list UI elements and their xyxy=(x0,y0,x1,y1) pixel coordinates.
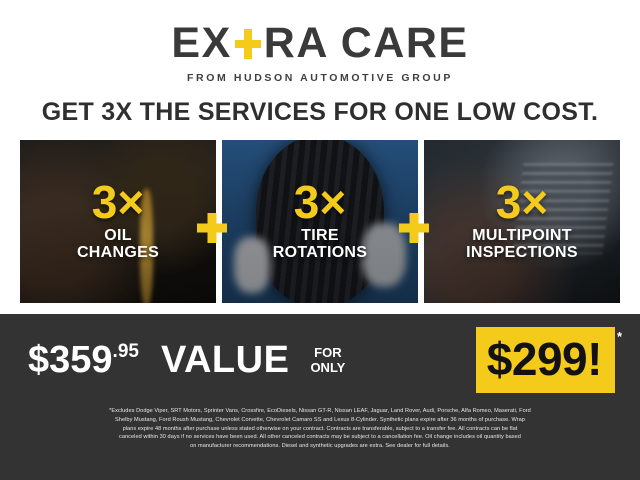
disclaimer-line-2: Shelby Mustang, Ford Roush Mustang, Chev… xyxy=(115,416,525,423)
plus-icon xyxy=(233,27,263,61)
panel-scrim xyxy=(424,140,620,303)
disclaimer-line-3: plans expire 48 months after purchase un… xyxy=(122,425,518,432)
panel-label: OIL CHANGES xyxy=(77,227,159,262)
service-panel-tire-rotations: 3× TIRE ROTATIONS xyxy=(222,140,418,303)
panel-label-line2: CHANGES xyxy=(76,244,160,262)
for-only-label: FOR ONLY xyxy=(310,345,345,376)
panel-label-line2: INSPECTIONS xyxy=(466,244,578,262)
value-amount-dollars: $359 xyxy=(28,339,113,381)
disclaimer-line-1: *Excludes Dodge Viper, SRT Motors, Sprin… xyxy=(109,408,531,414)
oil-pouring-photo xyxy=(20,140,216,303)
brand-logo: EX RA CARE FROM HUDSON AUTOMOTIVE GROUP xyxy=(0,0,640,85)
value-amount-cents: .95 xyxy=(112,341,139,362)
offer-row: $359.95 VALUE FOR ONLY $299! * xyxy=(0,314,640,401)
panel-scrim xyxy=(222,140,418,303)
panel-label: MULTIPOINT INSPECTIONS xyxy=(466,227,578,262)
page-title: GET 3X THE SERVICES FOR ONE LOW COST. xyxy=(41,98,599,126)
panel-multiplier: 3× xyxy=(91,176,145,229)
value-word: VALUE xyxy=(160,339,290,381)
panel-multiplier: 3× xyxy=(293,176,347,229)
brand-tagline: FROM HUDSON AUTOMOTIVE GROUP xyxy=(187,72,453,84)
disclaimer-text: *Excludes Dodge Viper, SRT Motors, Sprin… xyxy=(0,401,640,459)
brand-logo-part2: RA CARE xyxy=(263,19,469,67)
offer-band: $359.95 VALUE FOR ONLY $299! * *Excludes… xyxy=(0,314,640,480)
disclaimer-line-4: canceled within 30 days if no services h… xyxy=(119,434,521,441)
panel-label-line1: TIRE xyxy=(301,227,339,245)
panel-label-line1: OIL xyxy=(104,227,132,245)
service-panel-multipoint-inspections: 3× MULTIPOINT INSPECTIONS xyxy=(424,140,620,303)
for-only-line2: ONLY xyxy=(310,360,346,375)
for-only-line1: FOR xyxy=(314,344,342,360)
panel-label-line2: ROTATIONS xyxy=(272,244,368,262)
panel-label-line1: MULTIPOINT xyxy=(472,227,572,245)
panel-label: TIRE ROTATIONS xyxy=(273,227,368,262)
value-amount: $359.95 xyxy=(28,341,139,379)
price-amount: $299! xyxy=(475,327,615,393)
diagnostic-laptop-photo xyxy=(424,140,620,303)
service-panels: 3× OIL CHANGES 3× TIRE ROTATIONS 3× MULT… xyxy=(0,140,640,303)
price-callout: $299! * xyxy=(475,327,622,393)
panel-scrim xyxy=(20,140,216,303)
service-panel-oil-changes: 3× OIL CHANGES xyxy=(20,140,216,303)
brand-logo-part1: EX xyxy=(171,19,232,67)
panel-multiplier: 3× xyxy=(495,176,549,229)
tire-held-photo xyxy=(222,140,418,303)
brand-logo-wordmark: EX RA CARE xyxy=(171,22,468,65)
price-asterisk: * xyxy=(616,329,622,344)
disclaimer-line-5: on manufacturer recommendations. Diesel … xyxy=(190,443,450,450)
